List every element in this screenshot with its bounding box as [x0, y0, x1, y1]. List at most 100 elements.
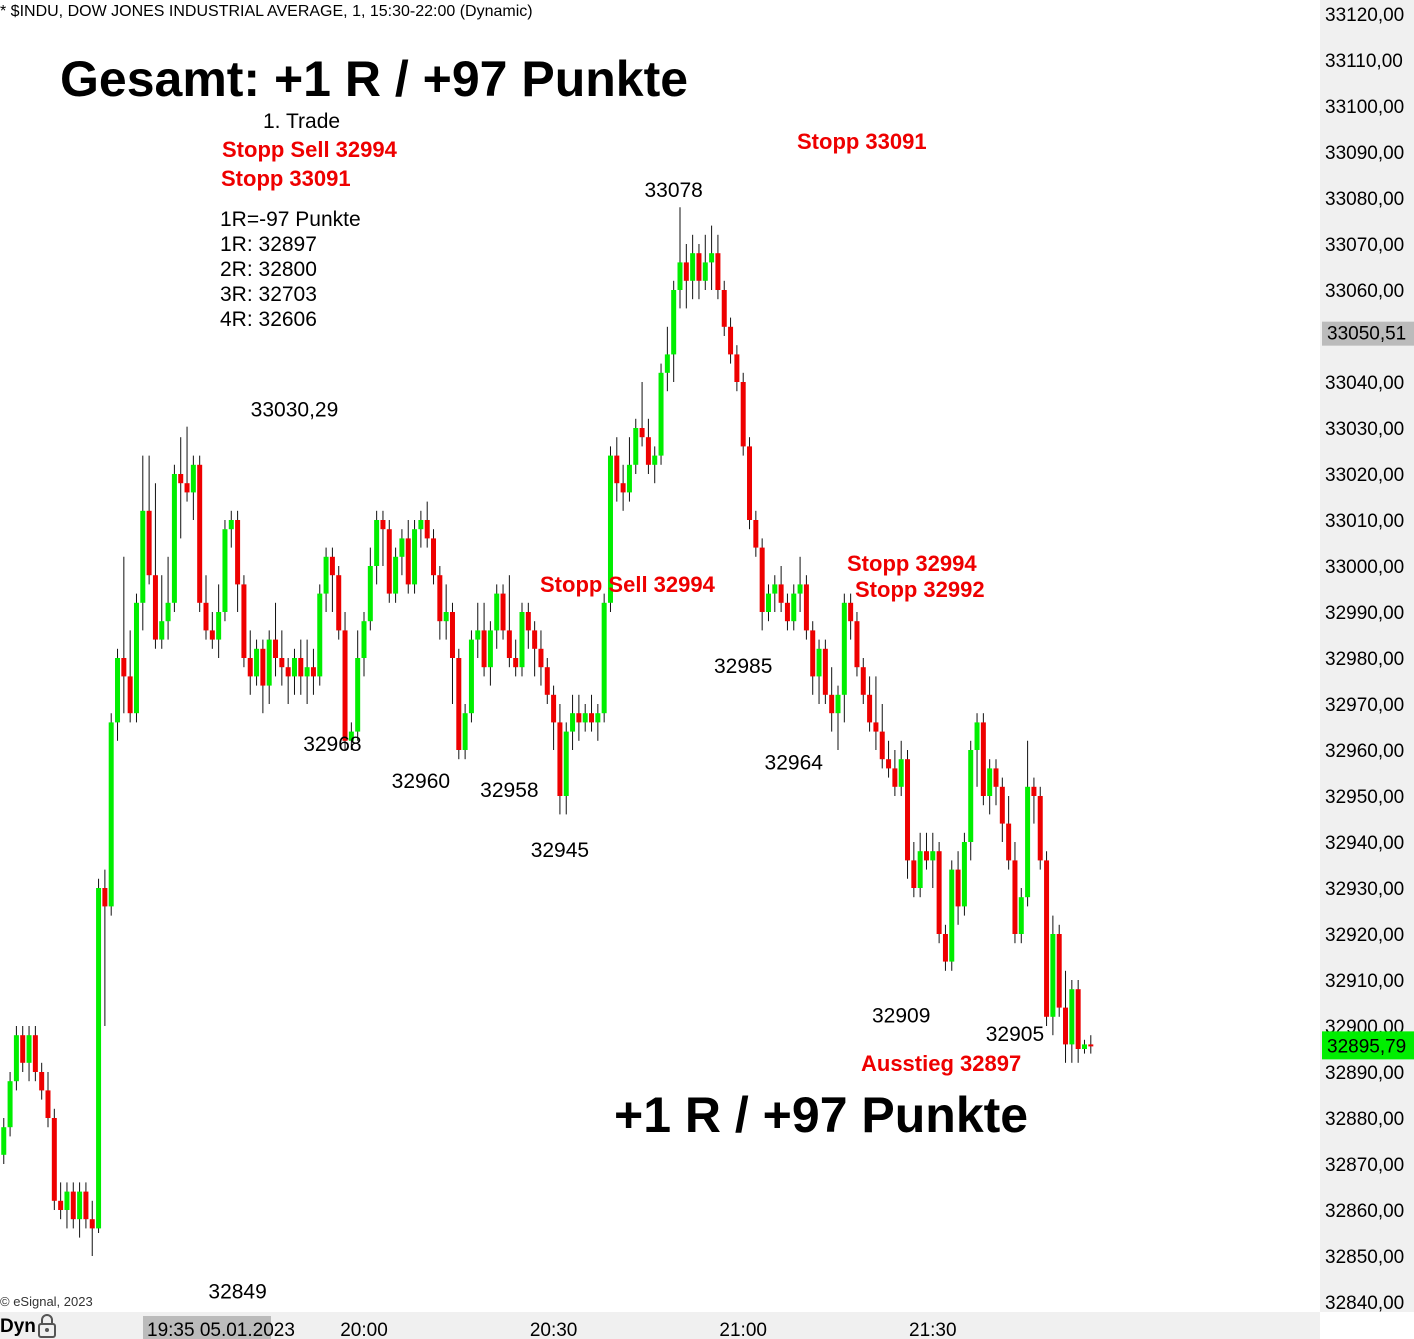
candle-body — [367, 566, 373, 622]
price-tick-label: 33030,00 — [1325, 419, 1404, 440]
candle-body — [551, 694, 557, 723]
risk-levels-list: 1R=-97 Punkte 1R: 32897 2R: 32800 3R: 32… — [220, 207, 361, 332]
candle-body — [386, 529, 392, 594]
candle-body — [822, 648, 828, 695]
candle-body — [1006, 823, 1012, 861]
candle-body — [709, 253, 715, 263]
candle-body — [500, 593, 506, 631]
candle-body — [285, 667, 291, 677]
candle-body — [462, 713, 468, 750]
candle-body — [405, 538, 411, 585]
candle-body — [936, 851, 942, 934]
dynamic-mode-label[interactable]: Dyn — [0, 1316, 36, 1337]
candle-body — [247, 658, 253, 677]
price-axis[interactable] — [1320, 0, 1414, 1312]
candle-body — [209, 630, 215, 640]
candle-body — [83, 1191, 89, 1220]
candle-body — [260, 648, 266, 686]
price-tick-label: 32960,00 — [1325, 741, 1404, 762]
candle-body — [968, 750, 974, 842]
lock-icon[interactable] — [37, 1314, 57, 1338]
candle-body — [468, 639, 474, 714]
candle-body — [374, 520, 380, 566]
candle-body — [791, 593, 797, 622]
candle-body — [734, 354, 740, 382]
candle-body — [456, 658, 462, 750]
candle-body — [133, 602, 139, 714]
copyright-label: © eSignal, 2023 — [0, 1294, 93, 1309]
candle-body — [449, 612, 455, 658]
candle-body — [993, 768, 999, 787]
candle-body — [273, 639, 279, 658]
candle-body — [7, 1081, 13, 1128]
candle-body — [942, 934, 948, 962]
candle-body — [77, 1191, 83, 1220]
chart-header-title: * $INDU, DOW JONES INDUSTRIAL AVERAGE, 1… — [0, 3, 533, 20]
candle-body — [222, 529, 228, 612]
candle-body — [323, 556, 329, 594]
candle-body — [917, 851, 923, 888]
price-tick-label: 32980,00 — [1325, 649, 1404, 670]
candle-body — [987, 768, 993, 796]
price-tick-label: 32910,00 — [1325, 971, 1404, 992]
cursor-time-marker: 19:35 05.01.2023 — [143, 1316, 295, 1339]
candle-body — [626, 464, 632, 493]
candle-body — [13, 1035, 19, 1082]
candle-body — [291, 658, 297, 677]
candle-body — [961, 842, 967, 907]
trade-title: 1. Trade — [263, 110, 341, 133]
candle-body — [127, 676, 133, 714]
candle-body — [525, 612, 531, 631]
candle-body — [1050, 934, 1056, 1017]
candle-body — [178, 474, 184, 484]
price-tick-label: 32930,00 — [1325, 879, 1404, 900]
candle-body — [702, 262, 708, 281]
time-tick-label: 21:00 — [719, 1320, 767, 1339]
risk-level: 1R: 32897 — [220, 233, 317, 256]
candle-body — [601, 602, 607, 714]
candle-body — [696, 253, 702, 281]
total-result-headline: Gesamt: +1 R / +97 Punkte — [60, 51, 689, 107]
candle-body — [146, 510, 152, 576]
cursor-price-marker: 33050,51 — [1322, 321, 1414, 346]
candle-body — [1025, 786, 1031, 898]
candle-body — [165, 602, 171, 622]
candle-body — [841, 602, 847, 695]
candle-body — [1063, 1007, 1069, 1045]
candle-body — [999, 786, 1005, 824]
candle-body — [759, 547, 765, 612]
extreme-price-label: 32945 — [531, 839, 589, 862]
candle-body — [810, 630, 816, 677]
price-tick-label: 32950,00 — [1325, 787, 1404, 808]
candle-body — [393, 556, 399, 594]
candle-body — [614, 455, 620, 484]
price-axis-ticks: 33120,00 33110,00 33100,00 33090,00 33080,00… — [1325, 5, 1404, 1314]
price-tick-label: 33110,00 — [1325, 51, 1403, 72]
price-tick-label: 32870,00 — [1325, 1155, 1404, 1176]
candle-body — [645, 437, 651, 465]
candle-body — [336, 575, 342, 631]
candle-body — [380, 520, 386, 530]
price-tick-label: 32880,00 — [1325, 1109, 1404, 1130]
candle-body — [860, 667, 866, 695]
candle-body — [848, 602, 854, 622]
candle-body — [115, 658, 121, 723]
candle-body — [576, 713, 582, 723]
price-tick-label: 32860,00 — [1325, 1201, 1404, 1222]
candle-body — [620, 483, 626, 493]
trade-entry-label: Stopp Sell 32994 — [222, 137, 397, 162]
price-tick-label: 33010,00 — [1325, 511, 1404, 532]
candle-body — [797, 584, 803, 594]
candle-body — [310, 667, 316, 677]
candle-body — [582, 713, 588, 723]
candle-body — [563, 731, 569, 796]
extreme-price-label: 32985 — [714, 655, 772, 678]
time-tick-label: 20:30 — [530, 1320, 578, 1339]
trade-stop-label: Stopp 33091 — [221, 166, 351, 191]
price-tick-label: 33090,00 — [1325, 143, 1404, 164]
price-tick-label: 32940,00 — [1325, 833, 1404, 854]
risk-level: 1R=-97 Punkte — [220, 208, 361, 231]
candle-body — [721, 290, 727, 327]
candle-body — [1018, 897, 1024, 934]
